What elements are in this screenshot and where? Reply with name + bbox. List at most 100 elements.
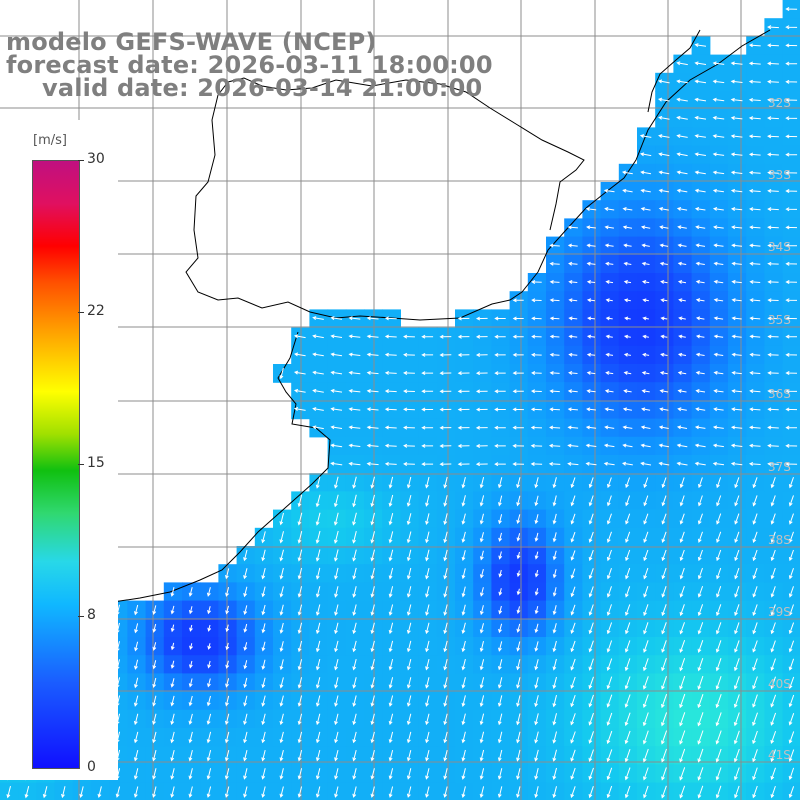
wind-arrow xyxy=(788,676,795,690)
wind-arrow xyxy=(134,677,139,689)
wind-arrow xyxy=(767,280,779,284)
wind-arrow xyxy=(406,567,412,580)
wind-arrow xyxy=(439,443,452,448)
wind-arrow xyxy=(388,512,394,526)
wind-arrow xyxy=(658,207,669,211)
wind-arrow xyxy=(749,298,761,303)
wind-arrow xyxy=(697,694,704,709)
wind-arrow xyxy=(370,768,375,780)
wind-arrow xyxy=(660,316,668,321)
lat-label: 38S xyxy=(768,533,791,547)
wind-arrow xyxy=(697,767,704,781)
wind-arrow xyxy=(770,767,776,781)
wind-arrow xyxy=(479,550,484,561)
wind-arrow xyxy=(624,658,631,672)
wind-arrow xyxy=(494,371,506,376)
rio-de-la-plata-south-coast xyxy=(0,331,331,617)
wind-arrow xyxy=(348,407,361,412)
wind-arrow xyxy=(384,443,397,448)
wind-arrow xyxy=(678,298,686,303)
wind-arrow xyxy=(297,494,303,508)
wind-arrow xyxy=(552,569,557,579)
wind-arrow xyxy=(425,768,430,780)
wind-arrow xyxy=(388,713,394,726)
wind-arrow xyxy=(694,152,706,157)
wind-arrow xyxy=(461,658,466,671)
wind-arrow xyxy=(388,658,394,671)
wind-arrow xyxy=(279,695,284,707)
wind-arrow xyxy=(788,622,795,635)
wind-arrow xyxy=(586,334,596,339)
wind-arrow xyxy=(479,605,484,616)
wind-arrow xyxy=(570,622,576,634)
wind-arrow xyxy=(333,512,339,526)
wind-arrow xyxy=(498,605,503,615)
wind-arrow xyxy=(715,622,722,635)
wind-arrow xyxy=(225,568,230,580)
wind-arrow xyxy=(406,658,412,671)
wind-arrow xyxy=(606,549,612,562)
wind-arrow xyxy=(461,476,466,489)
wind-arrow xyxy=(734,531,740,543)
wind-arrow xyxy=(552,731,557,744)
wind-arrow xyxy=(552,786,557,799)
wind-arrow xyxy=(152,695,157,707)
wind-arrow xyxy=(606,586,612,598)
wind-arrow xyxy=(549,425,561,430)
wind-arrow xyxy=(534,495,539,507)
wind-arrow xyxy=(568,280,578,284)
wind-arrow xyxy=(152,713,157,725)
wind-arrow xyxy=(734,477,740,489)
wind-arrow xyxy=(676,188,688,193)
wind-arrow xyxy=(443,658,448,671)
wind-arrow xyxy=(588,712,594,726)
wind-arrow xyxy=(261,695,266,707)
wind-arrow xyxy=(695,389,706,393)
wind-arrow xyxy=(421,425,434,430)
wind-arrow xyxy=(188,695,193,707)
wind-arrow xyxy=(716,604,722,617)
wind-arrow xyxy=(207,643,212,650)
wind-arrow xyxy=(333,530,339,544)
wind-arrow xyxy=(330,334,343,339)
wind-arrow xyxy=(695,352,705,357)
wind-arrow xyxy=(366,425,379,430)
wind-arrow xyxy=(604,425,615,430)
wind-arrow xyxy=(384,352,397,357)
wind-arrow xyxy=(384,407,397,412)
wind-arrow xyxy=(642,748,649,763)
wind-arrow xyxy=(752,495,758,507)
wind-arrow xyxy=(570,731,576,744)
wind-arrow xyxy=(552,532,557,543)
wind-arrow xyxy=(712,188,724,193)
wind-arrow xyxy=(659,407,669,412)
wind-arrow xyxy=(188,587,193,597)
wind-arrow xyxy=(348,389,361,393)
wind-arrow xyxy=(293,370,306,375)
wind-arrow xyxy=(479,513,484,525)
wind-arrow xyxy=(315,586,321,598)
wind-arrow xyxy=(624,316,631,321)
wind-arrow xyxy=(384,389,397,394)
wind-arrow xyxy=(552,713,557,726)
wind-arrow xyxy=(730,116,743,121)
wind-arrow xyxy=(643,531,649,543)
wind-arrow xyxy=(661,712,668,727)
wind-arrow xyxy=(261,531,266,544)
wind-arrow xyxy=(516,641,521,652)
wind-arrow xyxy=(293,334,306,339)
wind-arrow xyxy=(497,749,503,762)
wind-arrow xyxy=(604,389,614,394)
wind-arrow xyxy=(734,640,740,653)
wind-arrow xyxy=(516,514,521,524)
wind-arrow xyxy=(279,677,284,689)
wind-arrow xyxy=(767,316,779,321)
wind-arrow xyxy=(243,768,248,780)
wind-arrow xyxy=(642,352,650,357)
wind-arrow xyxy=(643,477,649,489)
coastline xyxy=(0,29,771,617)
wind-arrow xyxy=(734,567,740,580)
lat-label: 40S xyxy=(768,677,791,691)
wind-arrow xyxy=(643,640,649,653)
